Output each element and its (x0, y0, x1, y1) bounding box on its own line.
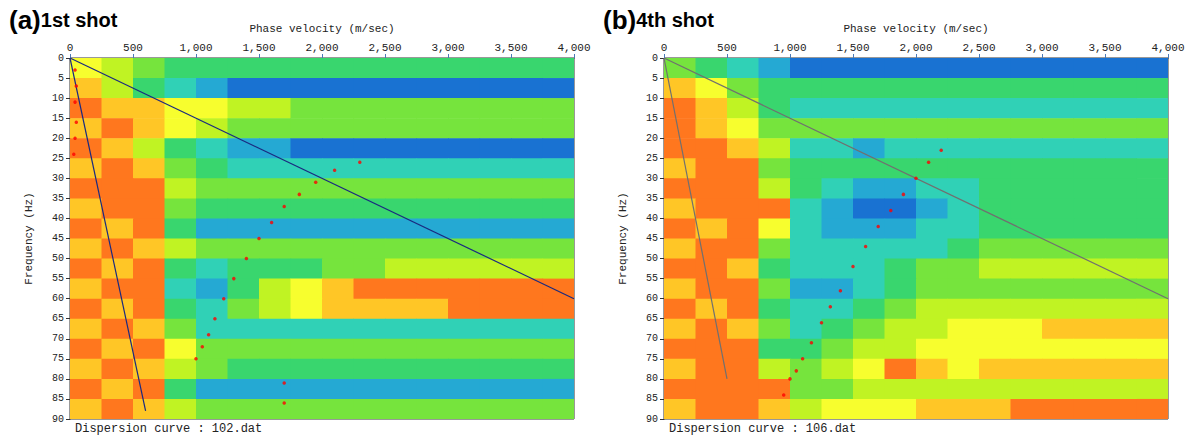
svg-text:3,000: 3,000 (431, 42, 464, 54)
svg-text:3,500: 3,500 (494, 42, 527, 54)
svg-text:0: 0 (67, 42, 74, 54)
svg-text:75: 75 (646, 353, 658, 364)
svg-text:90: 90 (52, 414, 64, 425)
svg-text:65: 65 (52, 313, 64, 324)
svg-text:500: 500 (123, 42, 143, 54)
svg-text:25: 25 (646, 153, 658, 164)
svg-text:Phase velocity (m/sec): Phase velocity (m/sec) (843, 23, 988, 35)
svg-text:3,500: 3,500 (1088, 42, 1121, 54)
svg-text:55: 55 (646, 273, 658, 284)
svg-text:4,000: 4,000 (1151, 42, 1184, 54)
svg-text:4th shot: 4th shot (636, 9, 714, 31)
svg-text:40: 40 (646, 213, 658, 224)
svg-text:500: 500 (717, 42, 737, 54)
svg-text:30: 30 (52, 173, 64, 184)
svg-text:2,000: 2,000 (305, 42, 338, 54)
svg-text:(a): (a) (9, 5, 41, 35)
svg-text:5: 5 (652, 73, 658, 84)
svg-text:1,500: 1,500 (836, 42, 869, 54)
svg-text:45: 45 (52, 233, 64, 244)
svg-text:25: 25 (52, 153, 64, 164)
svg-text:90: 90 (646, 414, 658, 425)
svg-text:80: 80 (52, 373, 64, 384)
svg-text:Frequency (Hz): Frequency (Hz) (23, 192, 35, 284)
svg-text:50: 50 (646, 253, 658, 264)
svg-text:0: 0 (58, 53, 64, 64)
svg-text:0: 0 (652, 53, 658, 64)
svg-text:15: 15 (646, 113, 658, 124)
svg-text:1,000: 1,000 (773, 42, 806, 54)
svg-text:1st shot: 1st shot (41, 9, 118, 31)
svg-text:2,000: 2,000 (899, 42, 932, 54)
svg-text:3,000: 3,000 (1025, 42, 1058, 54)
svg-text:0: 0 (661, 42, 668, 54)
svg-text:20: 20 (646, 133, 658, 144)
svg-text:70: 70 (52, 333, 64, 344)
svg-text:75: 75 (52, 353, 64, 364)
svg-text:65: 65 (646, 313, 658, 324)
svg-text:20: 20 (52, 133, 64, 144)
svg-text:Dispersion curve : 106.dat: Dispersion curve : 106.dat (669, 422, 856, 436)
svg-text:2,500: 2,500 (962, 42, 995, 54)
svg-text:60: 60 (52, 293, 64, 304)
svg-text:10: 10 (52, 93, 64, 104)
svg-text:60: 60 (646, 293, 658, 304)
svg-text:2,500: 2,500 (368, 42, 401, 54)
svg-text:10: 10 (646, 93, 658, 104)
svg-text:70: 70 (646, 333, 658, 344)
svg-text:50: 50 (52, 253, 64, 264)
svg-text:35: 35 (646, 193, 658, 204)
svg-text:5: 5 (58, 73, 64, 84)
svg-text:35: 35 (52, 193, 64, 204)
svg-text:15: 15 (52, 113, 64, 124)
svg-text:1,500: 1,500 (242, 42, 275, 54)
svg-text:(b): (b) (603, 5, 636, 35)
svg-text:40: 40 (52, 213, 64, 224)
svg-text:1,000: 1,000 (179, 42, 212, 54)
svg-text:Frequency (Hz): Frequency (Hz) (617, 192, 629, 284)
svg-text:Phase velocity (m/sec): Phase velocity (m/sec) (249, 23, 394, 35)
svg-text:85: 85 (646, 393, 658, 404)
svg-text:4,000: 4,000 (557, 42, 590, 54)
svg-text:Dispersion curve : 102.dat: Dispersion curve : 102.dat (75, 422, 262, 436)
svg-text:45: 45 (646, 233, 658, 244)
svg-text:55: 55 (52, 273, 64, 284)
svg-text:85: 85 (52, 393, 64, 404)
svg-text:30: 30 (646, 173, 658, 184)
svg-text:80: 80 (646, 373, 658, 384)
